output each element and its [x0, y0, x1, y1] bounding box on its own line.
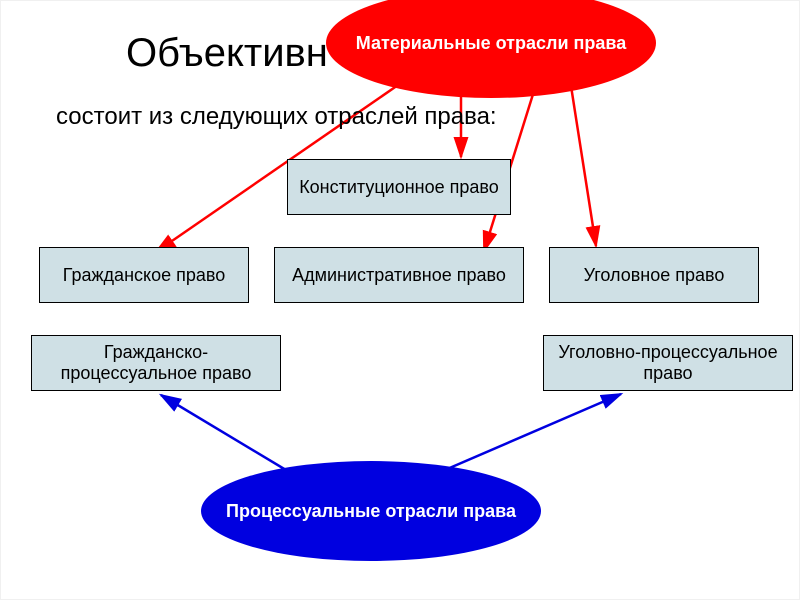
box-criminal-label: Уголовное право — [584, 265, 725, 286]
box-civil: Гражданское право — [39, 247, 249, 303]
box-civil-label: Гражданское право — [63, 265, 226, 286]
page-subtitle: состоит из следующих отраслей права: — [56, 103, 497, 131]
ellipse-material-label: Материальные отрасли права — [356, 33, 626, 54]
page-title: Объективн — [126, 31, 328, 76]
box-administrative: Административное право — [274, 247, 524, 303]
ellipse-procedural-label: Процессуальные отрасли права — [226, 501, 516, 522]
box-civil-procedural-label: Гражданско-процессуальное право — [36, 342, 276, 384]
ellipse-procedural: Процессуальные отрасли права — [201, 461, 541, 561]
box-criminal-procedural: Уголовно-процессуальное право — [543, 335, 793, 391]
box-criminal-procedural-label: Уголовно-процессуальное право — [548, 342, 788, 384]
box-administrative-label: Административное право — [292, 265, 506, 286]
box-constitutional-label: Конституционное право — [299, 177, 499, 198]
box-criminal: Уголовное право — [549, 247, 759, 303]
box-constitutional: Конституционное право — [287, 159, 511, 215]
ellipse-material: Материальные отрасли права — [326, 0, 656, 98]
box-civil-procedural: Гражданско-процессуальное право — [31, 335, 281, 391]
